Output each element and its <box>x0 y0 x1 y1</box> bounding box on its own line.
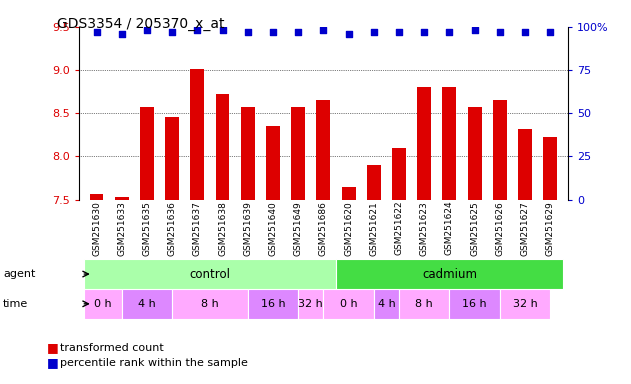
Text: percentile rank within the sample: percentile rank within the sample <box>60 358 248 368</box>
Text: time: time <box>3 299 28 309</box>
Text: GSM251623: GSM251623 <box>420 201 428 255</box>
Text: GSM251624: GSM251624 <box>445 201 454 255</box>
Bar <box>392 148 406 200</box>
Text: GSM251633: GSM251633 <box>117 201 126 256</box>
Text: GSM251625: GSM251625 <box>470 201 479 255</box>
Point <box>243 29 253 35</box>
Bar <box>84 289 122 319</box>
Text: cadmium: cadmium <box>422 268 477 281</box>
Text: 0 h: 0 h <box>339 299 357 309</box>
Bar <box>248 289 298 319</box>
Bar <box>165 117 179 200</box>
Bar <box>84 259 336 289</box>
Text: GSM251638: GSM251638 <box>218 201 227 256</box>
Text: GSM251639: GSM251639 <box>244 201 252 256</box>
Point <box>218 27 228 33</box>
Bar <box>140 107 154 200</box>
Bar <box>341 187 355 200</box>
Point <box>343 31 353 37</box>
Text: ■: ■ <box>47 356 59 369</box>
Text: 32 h: 32 h <box>298 299 323 309</box>
Text: ■: ■ <box>47 341 59 354</box>
Text: agent: agent <box>3 269 35 279</box>
Point <box>394 29 404 35</box>
Bar <box>216 94 230 200</box>
Text: GSM251630: GSM251630 <box>92 201 101 256</box>
Text: 4 h: 4 h <box>138 299 156 309</box>
Bar <box>367 165 380 200</box>
Point <box>167 29 177 35</box>
Text: GSM251637: GSM251637 <box>193 201 202 256</box>
Text: GSM251621: GSM251621 <box>369 201 379 255</box>
Point <box>419 29 429 35</box>
Bar <box>266 126 280 200</box>
Point <box>545 29 555 35</box>
Point <box>91 29 102 35</box>
Text: GSM251629: GSM251629 <box>546 201 555 255</box>
Text: GSM251620: GSM251620 <box>344 201 353 255</box>
Bar <box>298 289 324 319</box>
Bar <box>241 107 255 200</box>
Bar <box>442 87 456 200</box>
Text: GSM251686: GSM251686 <box>319 201 328 256</box>
Text: GSM251636: GSM251636 <box>168 201 177 256</box>
Text: 4 h: 4 h <box>377 299 395 309</box>
Point <box>293 29 304 35</box>
Point <box>117 31 127 37</box>
Text: GDS3354 / 205370_x_at: GDS3354 / 205370_x_at <box>57 17 224 31</box>
Bar <box>468 107 481 200</box>
Bar <box>493 100 507 200</box>
Bar <box>449 289 500 319</box>
Bar <box>292 107 305 200</box>
Bar <box>336 259 563 289</box>
Bar <box>191 69 204 200</box>
Text: 0 h: 0 h <box>94 299 112 309</box>
Text: 16 h: 16 h <box>261 299 285 309</box>
Bar <box>417 87 431 200</box>
Point <box>469 27 480 33</box>
Bar <box>500 289 550 319</box>
Text: GSM251627: GSM251627 <box>521 201 529 255</box>
Text: GSM251635: GSM251635 <box>143 201 151 256</box>
Bar <box>90 194 103 200</box>
Point <box>268 29 278 35</box>
Point <box>192 27 203 33</box>
Bar <box>399 289 449 319</box>
Text: GSM251626: GSM251626 <box>495 201 504 255</box>
Text: GSM251649: GSM251649 <box>293 201 303 255</box>
Bar <box>115 197 129 200</box>
Text: 8 h: 8 h <box>415 299 433 309</box>
Point <box>520 29 530 35</box>
Bar <box>323 289 374 319</box>
Text: transformed count: transformed count <box>60 343 163 353</box>
Text: GSM251622: GSM251622 <box>394 201 403 255</box>
Text: 8 h: 8 h <box>201 299 219 309</box>
Text: 32 h: 32 h <box>512 299 538 309</box>
Point <box>142 27 152 33</box>
Bar <box>172 289 248 319</box>
Point <box>495 29 505 35</box>
Point <box>369 29 379 35</box>
Point <box>444 29 454 35</box>
Bar <box>374 289 399 319</box>
Point <box>318 27 328 33</box>
Bar <box>518 129 532 200</box>
Text: GSM251640: GSM251640 <box>268 201 278 255</box>
Text: control: control <box>189 268 230 281</box>
Bar <box>122 289 172 319</box>
Text: 16 h: 16 h <box>463 299 487 309</box>
Bar <box>543 137 557 200</box>
Bar <box>317 100 330 200</box>
